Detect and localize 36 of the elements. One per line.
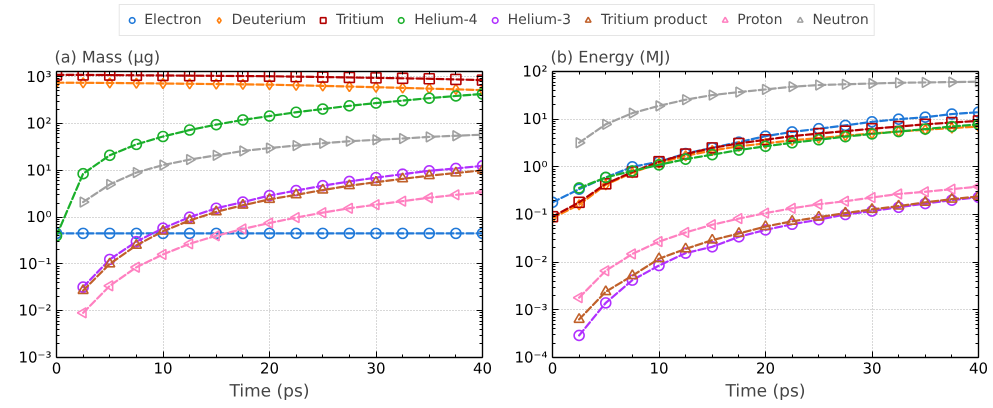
x-tick-label: 30 [366,360,386,378]
y-tick-label: 10⁻¹ [514,206,548,224]
x-tick-label: 0 [52,360,62,378]
x-tick-label: 30 [862,360,882,378]
y-tick-label: 10⁻² [514,253,548,272]
y-tick-label: 10⁻³ [18,348,52,366]
legend-label: Proton [737,12,782,28]
y-tick-label: 10⁻⁴ [514,348,548,366]
x-tick-label: 40 [472,360,492,378]
y-tick-label: 10¹ [522,110,548,128]
y-tick-label: 10⁰ [522,158,548,176]
y-tick-label: 10² [26,114,52,133]
x-tick-label: 40 [968,360,988,378]
y-tick-label: 10² [522,62,548,80]
y-tick-label: 10⁰ [26,208,52,226]
y-tick-label: 10⁻¹ [18,254,52,273]
x-tick-label: 10 [649,360,669,378]
y-tick-label: 10³ [26,68,52,86]
x-tick-label: 0 [548,360,558,378]
legend-label: Helium-3 [508,12,571,28]
legend-label: Tritium product [600,12,708,28]
x-tick-label: 20 [260,360,280,378]
legend-label: Neutron [812,12,869,28]
x-axis-title: Time (ps) [228,382,310,402]
legend-label: Helium-4 [414,12,478,28]
chart-title: (b) Energy (MJ) [550,48,670,66]
x-tick-label: 10 [153,360,173,378]
legend-label: Electron [144,12,202,28]
y-tick-label: 10⁻² [18,302,52,320]
y-tick-label: 10⁻³ [514,300,548,319]
legend-label: Deuterium [232,12,306,28]
chart-title: (a) Mass (μg) [54,48,160,66]
legend-label: Tritium [336,12,384,28]
x-axis-title: Time (ps) [724,382,806,402]
x-tick-label: 20 [756,360,776,378]
y-tick-label: 10¹ [26,161,52,180]
